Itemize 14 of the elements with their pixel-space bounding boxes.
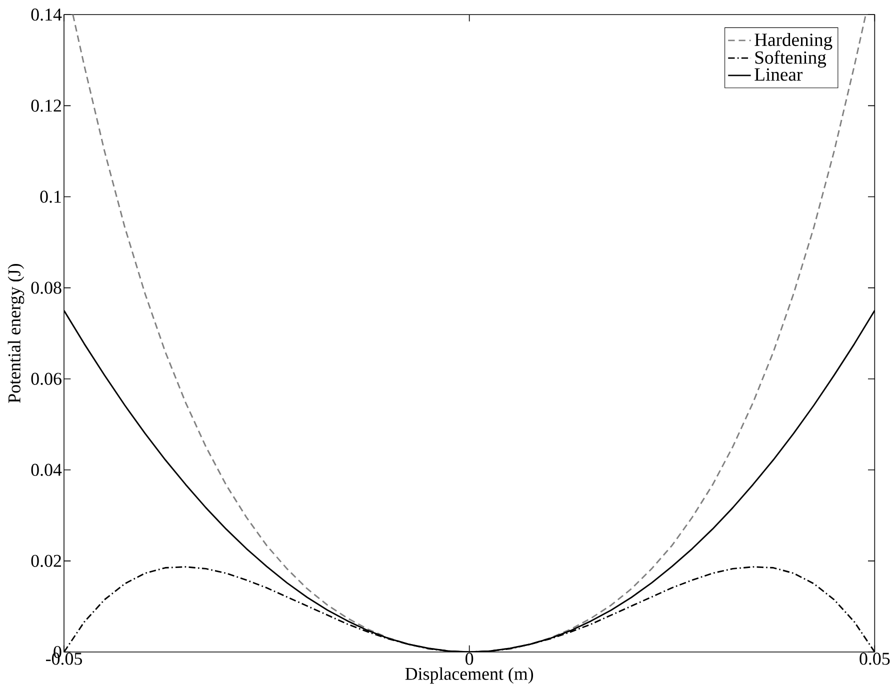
legend-label: Linear xyxy=(754,68,803,81)
y-axis-title: Potential energy (J) xyxy=(8,264,24,403)
x-tick-label: 0 xyxy=(466,652,474,665)
y-tick-label: 0.12 xyxy=(31,100,61,112)
y-tick-label: 0.04 xyxy=(31,464,62,476)
y-tick-label: 0.02 xyxy=(31,554,61,568)
y-tick-label: 0.06 xyxy=(31,372,62,385)
y-tick-label: 0.1 xyxy=(40,190,61,203)
y-tick-label: 0.08 xyxy=(31,282,62,294)
legend-label: Softening xyxy=(755,50,826,68)
x-tick-label: 0.05 xyxy=(860,652,890,665)
x-axis-title: Displacement (m) xyxy=(405,667,534,684)
legend-label: Hardening xyxy=(754,32,832,50)
y-tick-label: 0.14 xyxy=(31,8,62,21)
